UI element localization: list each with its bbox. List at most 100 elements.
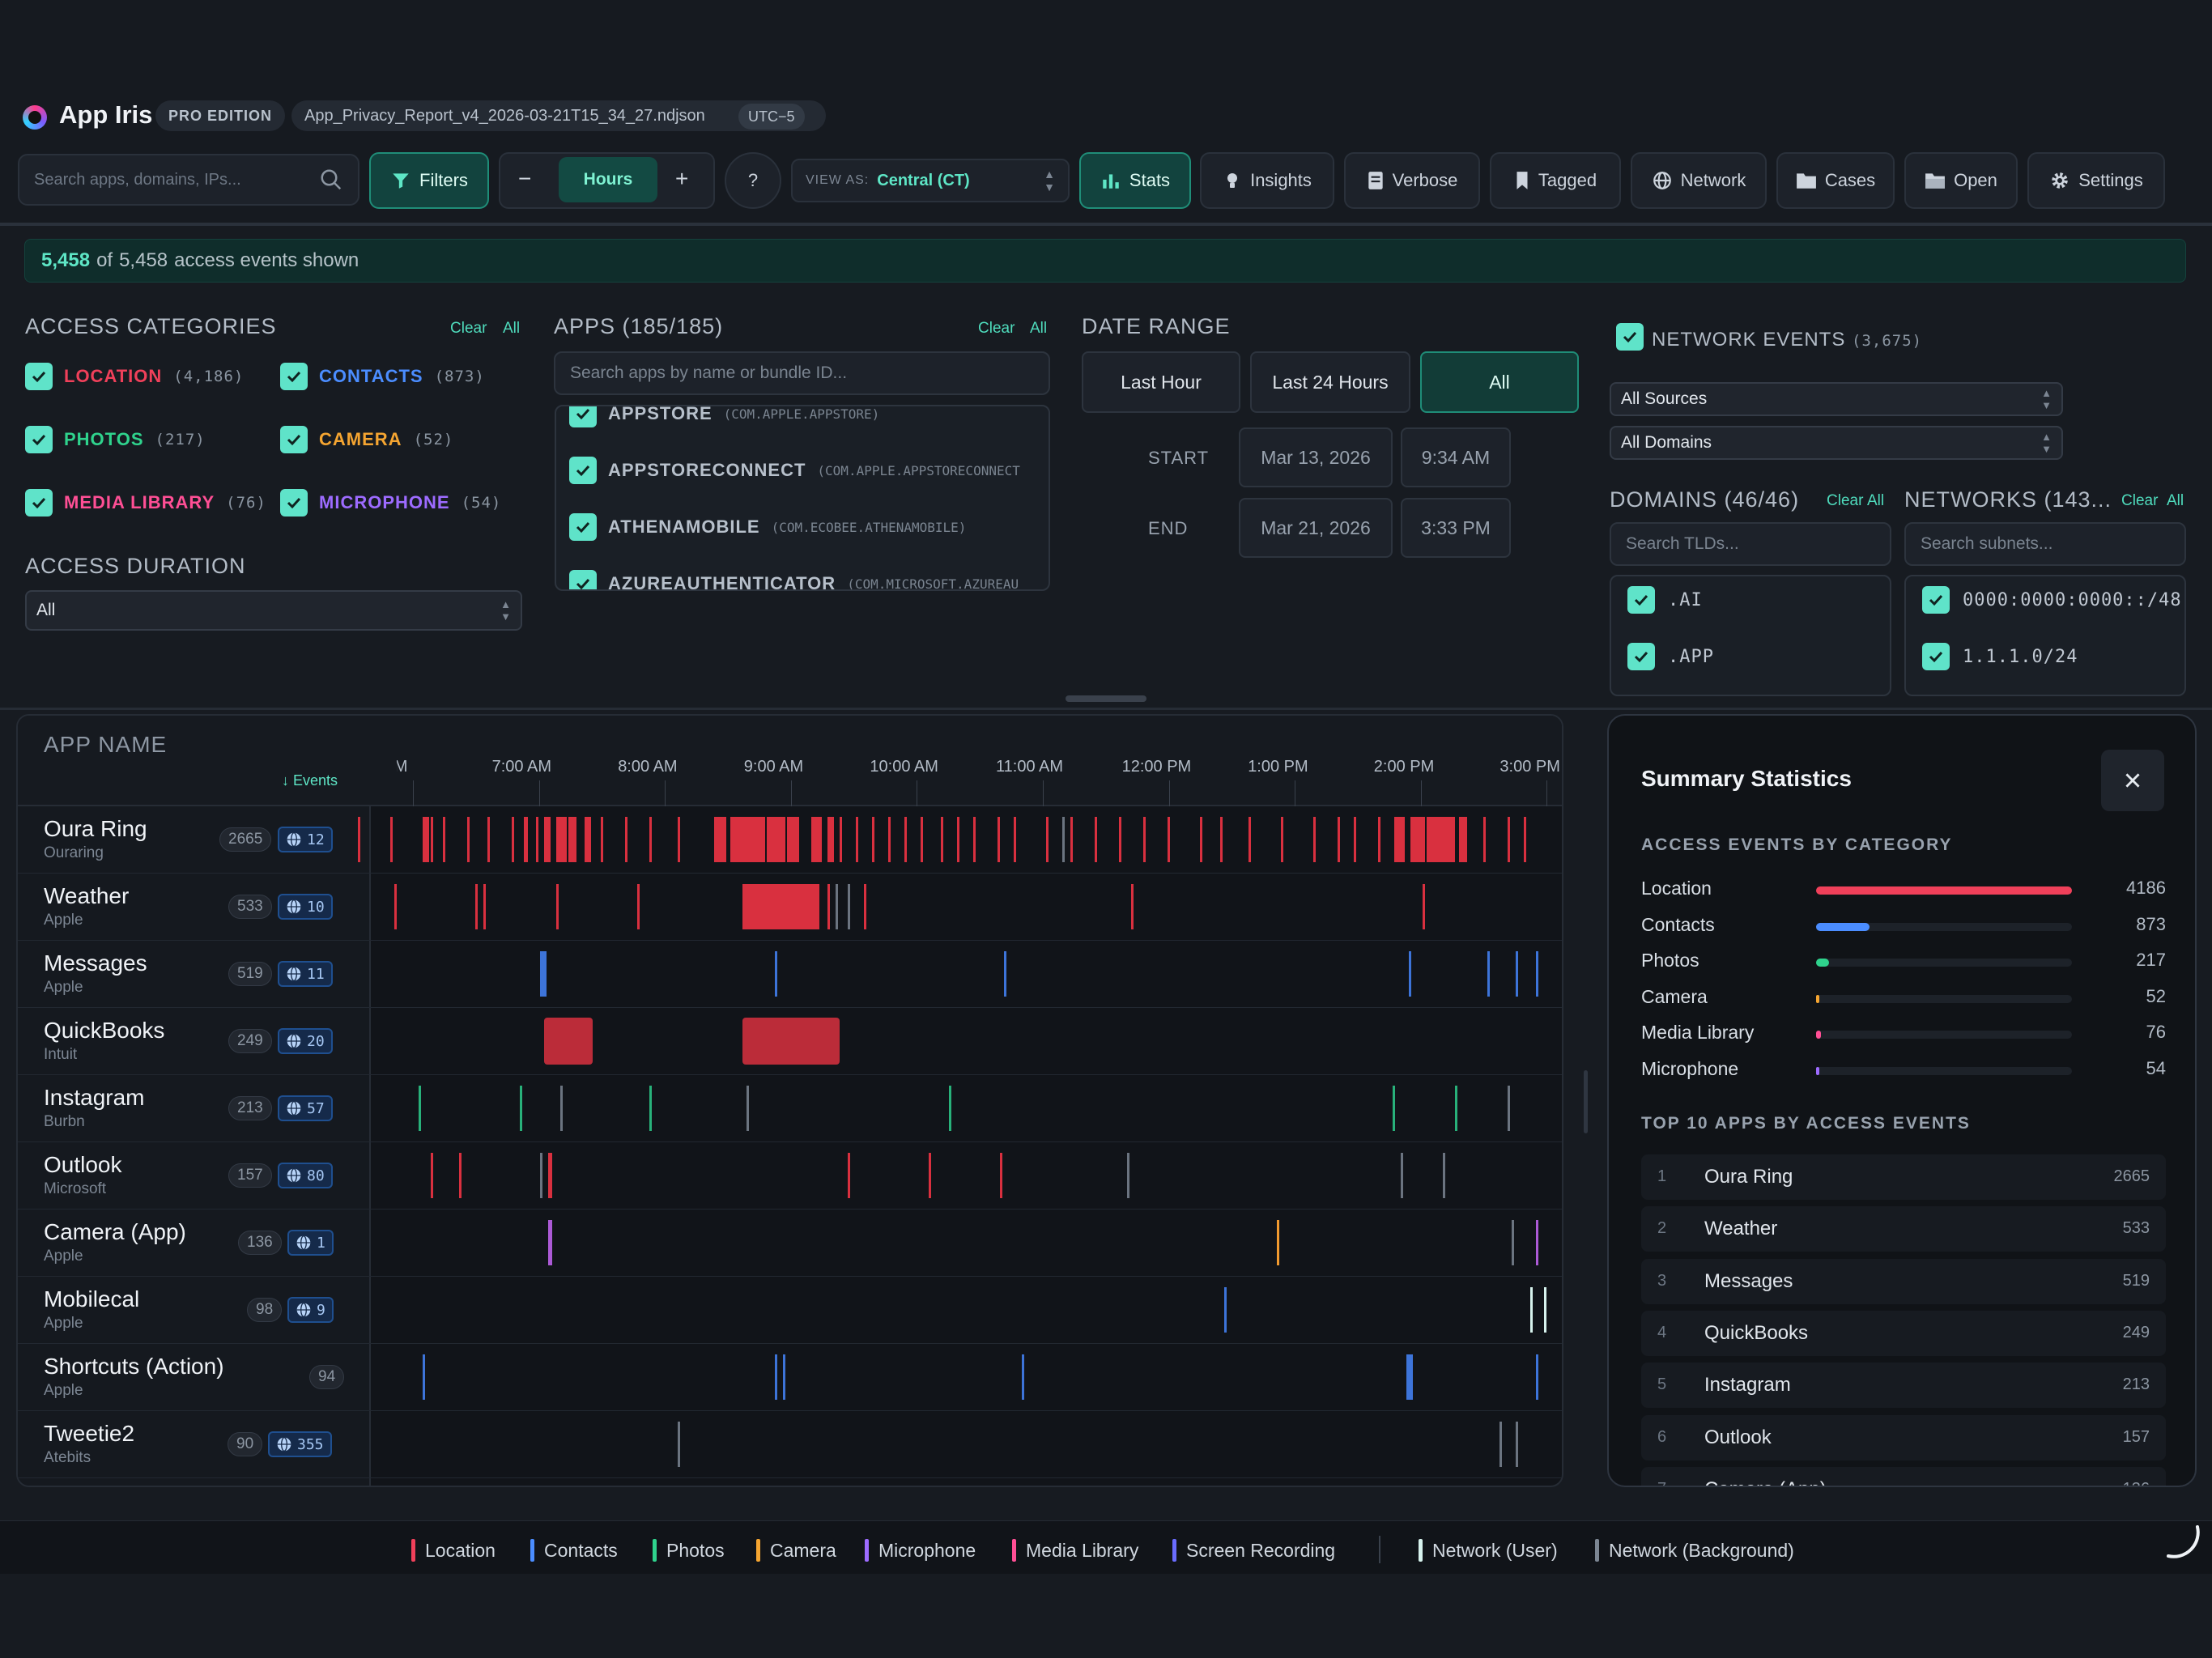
event-mark[interactable]: [957, 817, 959, 862]
top-app-row[interactable]: 4 QuickBooks 249: [1641, 1310, 2166, 1356]
tld-item-checkbox[interactable]: [1627, 586, 1655, 614]
event-mark[interactable]: [1000, 1153, 1002, 1198]
event-mark[interactable]: [714, 817, 726, 862]
row-network-badge[interactable]: 9: [287, 1297, 334, 1323]
event-mark[interactable]: [1070, 817, 1073, 862]
event-mark[interactable]: [848, 1153, 850, 1198]
event-mark[interactable]: [1014, 817, 1016, 862]
event-mark[interactable]: [941, 817, 943, 862]
filters-button[interactable]: Filters: [369, 152, 489, 209]
network-domains-select[interactable]: All Domains ▲ ▼: [1610, 426, 2063, 460]
category-checkbox[interactable]: [280, 426, 308, 453]
event-mark[interactable]: [1281, 817, 1283, 862]
event-mark[interactable]: [949, 1086, 951, 1131]
stats-button[interactable]: Stats: [1079, 152, 1191, 209]
event-mark[interactable]: [678, 1422, 680, 1467]
top-app-row[interactable]: 5 Instagram 213: [1641, 1363, 2166, 1409]
tld-item-checkbox[interactable]: [1627, 643, 1655, 670]
top-app-row[interactable]: 1 Oura Ring 2665: [1641, 1154, 2166, 1200]
top-app-row[interactable]: 6 Outlook 157: [1641, 1414, 2166, 1460]
event-mark[interactable]: [872, 817, 874, 862]
domains-all-link[interactable]: All: [1867, 492, 1885, 509]
event-mark[interactable]: [998, 817, 1000, 862]
event-mark[interactable]: [443, 817, 445, 862]
event-mark[interactable]: [540, 951, 547, 997]
event-mark[interactable]: [390, 817, 393, 862]
row-network-badge[interactable]: 20: [278, 1028, 333, 1054]
event-mark[interactable]: [1530, 1287, 1533, 1333]
event-mark[interactable]: [775, 1354, 777, 1400]
event-mark[interactable]: [1499, 1422, 1502, 1467]
end-time-field[interactable]: 3:33 PM: [1401, 498, 1511, 558]
event-mark[interactable]: [394, 884, 397, 929]
event-mark[interactable]: [1200, 817, 1202, 862]
event-mark[interactable]: [921, 817, 923, 862]
tagged-button[interactable]: Tagged: [1490, 152, 1621, 209]
event-mark[interactable]: [1127, 1153, 1129, 1198]
event-mark[interactable]: [423, 1354, 425, 1400]
event-mark[interactable]: [358, 817, 360, 862]
subnet-item[interactable]: 0000:0000:0000::/48: [1922, 586, 2182, 614]
event-mark[interactable]: [1046, 817, 1049, 862]
event-mark[interactable]: [560, 1086, 563, 1131]
event-mark[interactable]: [637, 884, 640, 929]
subnet-item-checkbox[interactable]: [1922, 643, 1950, 670]
event-mark[interactable]: [1536, 1354, 1538, 1400]
verbose-button[interactable]: Verbose: [1344, 152, 1480, 209]
row-network-badge[interactable]: 80: [278, 1163, 333, 1188]
start-date-field[interactable]: Mar 13, 2026: [1239, 427, 1393, 487]
categories-clear-link[interactable]: Clear: [450, 320, 487, 337]
network-sources-select[interactable]: All Sources ▲ ▼: [1610, 382, 2063, 416]
network-events-checkbox[interactable]: [1616, 323, 1644, 351]
subnet-item[interactable]: 1.1.1.0/24: [1922, 643, 2078, 670]
row-network-badge[interactable]: 355: [268, 1431, 332, 1457]
event-mark[interactable]: [1393, 1086, 1395, 1131]
app-search-input[interactable]: Search apps by name or bundle ID...: [554, 351, 1050, 395]
event-mark[interactable]: [973, 817, 976, 862]
last-24-hours-button[interactable]: Last 24 Hours: [1250, 351, 1410, 413]
category-checkbox[interactable]: [280, 363, 308, 390]
event-mark[interactable]: [1004, 951, 1006, 997]
event-mark[interactable]: [747, 817, 765, 862]
event-mark[interactable]: [649, 817, 652, 862]
event-mark[interactable]: [848, 884, 850, 929]
event-mark[interactable]: [929, 1153, 931, 1198]
insights-button[interactable]: Insights: [1200, 152, 1334, 209]
event-mark[interactable]: [1483, 817, 1486, 862]
app-checkbox[interactable]: [569, 513, 597, 541]
apps-clear-link[interactable]: Clear: [978, 320, 1015, 337]
event-mark[interactable]: [1536, 951, 1538, 997]
event-mark[interactable]: [512, 817, 514, 862]
event-mark[interactable]: [1508, 1086, 1510, 1131]
event-mark[interactable]: [544, 817, 551, 862]
timeline-row[interactable]: Instagram Burbn 213 57: [18, 1075, 1562, 1142]
end-date-field[interactable]: Mar 21, 2026: [1239, 498, 1393, 558]
app-filter-item[interactable]: AZUREAUTHENTICATOR (COM.MICROSOFT.AZUREAU: [569, 570, 1019, 589]
subnet-search-input[interactable]: Search subnets...: [1904, 522, 2186, 566]
event-mark[interactable]: [1338, 817, 1340, 862]
event-mark[interactable]: [649, 1086, 652, 1131]
event-mark[interactable]: [540, 1153, 542, 1198]
event-mark[interactable]: [840, 817, 842, 862]
top-app-row[interactable]: 7 Camera (App) 136: [1641, 1466, 2166, 1486]
event-mark[interactable]: [1516, 1422, 1518, 1467]
event-mark[interactable]: [1516, 951, 1518, 997]
event-mark[interactable]: [1443, 1153, 1445, 1198]
event-mark[interactable]: [625, 817, 627, 862]
event-mark[interactable]: [1354, 817, 1356, 862]
event-mark[interactable]: [548, 1220, 552, 1265]
top-app-row[interactable]: 2 Weather 533: [1641, 1206, 2166, 1252]
networks-all-link[interactable]: All: [2167, 492, 2184, 509]
event-mark[interactable]: [483, 884, 486, 929]
event-mark[interactable]: [601, 817, 603, 862]
timeline-row[interactable]: Shortcuts (Action) Apple 94: [18, 1344, 1562, 1411]
category-filter-contacts[interactable]: CONTACTS (873): [280, 363, 485, 390]
event-mark[interactable]: [1536, 1220, 1538, 1265]
category-checkbox[interactable]: [25, 489, 53, 517]
event-mark[interactable]: [544, 1018, 593, 1065]
event-mark[interactable]: [799, 884, 815, 929]
domains-clear-link[interactable]: Clear: [1827, 492, 1864, 509]
event-mark[interactable]: [819, 817, 822, 862]
event-mark[interactable]: [730, 817, 747, 862]
row-network-badge[interactable]: 12: [278, 827, 333, 852]
